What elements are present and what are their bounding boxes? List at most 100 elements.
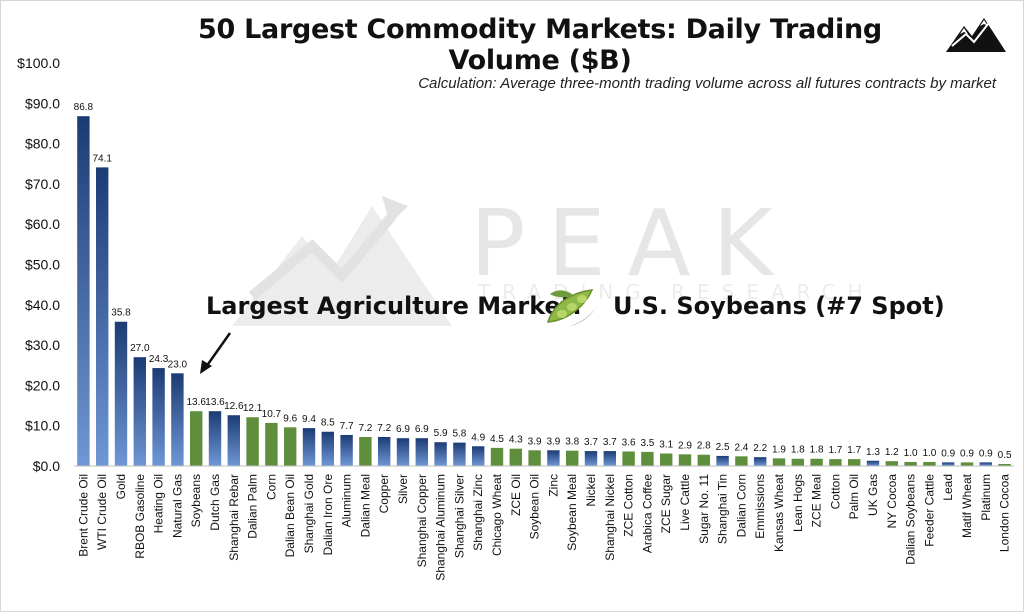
bar-value-label: 10.7	[262, 409, 282, 420]
x-labels-group: Brent Crude Oil WTI Crude Oil Gold RBOB Gas…	[76, 473, 1011, 580]
bar	[152, 368, 165, 466]
bar-value-label: 24.3	[149, 354, 169, 365]
bar	[753, 457, 767, 466]
bar-value-label: 4.3	[509, 435, 523, 446]
bar-value-label: 5.9	[434, 428, 448, 439]
bar-value-label: 3.8	[565, 437, 579, 448]
bar	[829, 459, 842, 466]
bar-value-label: 6.9	[415, 424, 429, 435]
bar	[547, 450, 560, 466]
x-category-label: Shanghai Nickel	[603, 474, 617, 561]
annotation-text: Largest Agriculture Market:	[206, 292, 582, 320]
x-category-label: Lead	[941, 474, 955, 501]
y-axis: $0.0 $10.0 $20.0 $30.0 $40.0 $50.0 $60.0 $70.0 $…	[17, 55, 60, 474]
bar	[791, 458, 805, 466]
bar-value-label: 3.7	[584, 437, 598, 448]
bar-value-label: 1.8	[791, 445, 805, 456]
bar-value-label: 0.9	[979, 448, 993, 459]
bar	[866, 460, 880, 466]
x-category-label: Natural Gas	[170, 474, 184, 538]
bar	[359, 436, 372, 466]
bar	[659, 453, 673, 466]
bar	[584, 451, 598, 466]
value-labels-group: 86.874.135.827.024.3 23.013.6 13.6 12.6 12.1…	[74, 102, 1012, 461]
bar	[528, 450, 541, 466]
x-category-label: Gold	[114, 474, 128, 499]
bar-value-label: 12.6	[224, 401, 244, 412]
x-category-label: Shanghai Silver	[452, 474, 466, 558]
x-category-label: Dutch Gas	[208, 474, 222, 531]
x-category-label: Nickel	[584, 474, 598, 507]
bar-value-label: 5.8	[452, 429, 466, 440]
bar-value-label: 27.0	[130, 343, 150, 354]
bar	[847, 459, 861, 466]
x-category-label: Shanghai Zinc	[471, 474, 485, 551]
y-tick-label: $70.0	[25, 176, 60, 192]
y-tick-label: $100.0	[17, 55, 60, 71]
x-category-label: Feeder Cattle	[922, 474, 936, 547]
bar-value-label: 86.8	[74, 102, 94, 113]
bar-value-label: 1.7	[847, 445, 861, 456]
bar	[283, 427, 297, 466]
bar-value-label: 7.2	[358, 423, 372, 434]
x-category-label: NY Cocoa	[885, 474, 899, 529]
x-category-label: Arabica Coffee	[640, 474, 654, 553]
bar	[208, 411, 222, 466]
bar	[885, 461, 899, 466]
x-category-label: Corn	[264, 474, 278, 500]
y-tick-label: $90.0	[25, 95, 60, 111]
bar-value-label: 2.9	[678, 440, 692, 451]
y-tick-label: $20.0	[25, 377, 60, 393]
bar	[471, 446, 485, 466]
x-category-label: Dalian Corn	[734, 474, 748, 537]
x-category-label: Shanghai Copper	[415, 474, 429, 567]
x-category-label: Kansas Wheat	[772, 473, 786, 552]
bar	[641, 451, 654, 466]
x-category-label: Soybeans	[189, 474, 203, 527]
chart-subtitle: Calculation: Average three-month trading…	[418, 75, 996, 92]
x-category-label: ZCE Meal	[810, 474, 824, 527]
bar	[321, 431, 335, 466]
bar	[509, 448, 523, 466]
bar-value-label: 3.1	[659, 440, 673, 451]
bar	[923, 461, 936, 466]
x-category-label: Silver	[396, 474, 410, 504]
bars-group	[77, 116, 1011, 467]
x-category-label: Live Cattle	[678, 474, 692, 531]
watermark-subtext: TRADING RESEARCH	[478, 280, 875, 304]
bar-value-label: 6.9	[396, 424, 410, 435]
x-category-label: Brent Crude Oil	[76, 474, 90, 557]
y-tick-label: $40.0	[25, 297, 60, 313]
x-category-label: Lean Hogs	[791, 474, 805, 532]
bar-value-label: 0.9	[941, 448, 955, 459]
bar-value-label: 13.6	[186, 397, 206, 408]
bar	[227, 415, 241, 466]
bar-value-label: 7.2	[377, 423, 391, 434]
x-category-label: RBOB Gasoline	[133, 474, 147, 559]
bar-value-label: 0.9	[960, 448, 974, 459]
bar-value-label: 1.7	[828, 445, 842, 456]
chart-title: 50 Largest Commodity Markets: Daily Trad…	[198, 14, 882, 76]
bar	[979, 462, 993, 466]
bar-value-label: 2.5	[716, 442, 730, 453]
bar	[340, 434, 353, 466]
bar	[189, 411, 203, 466]
x-category-label: Palm Oil	[847, 474, 861, 519]
annotation-soybeans-text: U.S. Soybeans (#7 Spot)	[613, 292, 945, 320]
bar	[377, 436, 391, 466]
bar	[622, 451, 635, 466]
bar-value-label: 8.5	[321, 418, 335, 429]
bar	[960, 462, 974, 466]
bar-value-label: 1.8	[810, 445, 824, 456]
bar-value-label: 23.0	[168, 359, 188, 370]
bar	[810, 458, 823, 466]
x-category-label: Chicago Wheat	[490, 473, 504, 556]
x-category-label: Shanghai Tin	[716, 474, 730, 544]
x-category-label: Shanghai Gold	[302, 474, 316, 553]
bar-value-label: 7.7	[340, 421, 354, 432]
bar-value-label: 1.2	[885, 447, 899, 458]
bar-value-label: 9.4	[302, 414, 316, 425]
y-tick-label: $80.0	[25, 136, 60, 152]
bar-value-label: 1.0	[904, 448, 918, 459]
